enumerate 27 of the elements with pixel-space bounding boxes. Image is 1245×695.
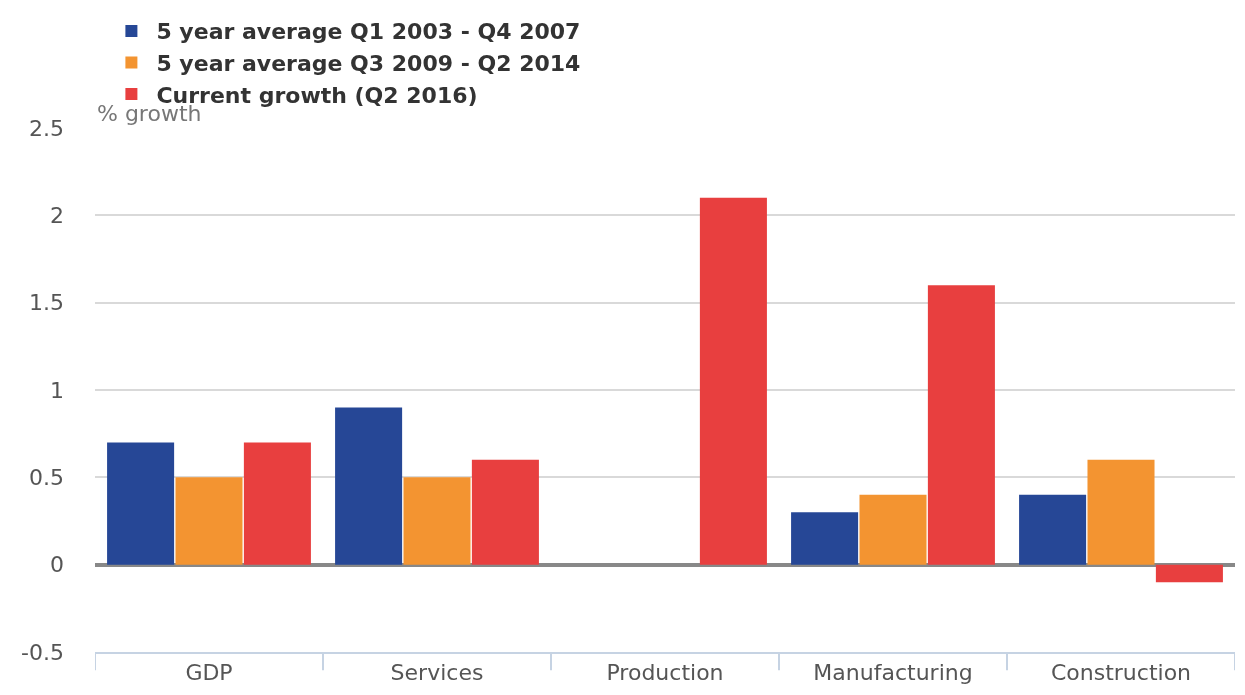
bar xyxy=(1019,494,1087,565)
bar xyxy=(859,494,927,565)
y-tick-label: 1.5 xyxy=(29,290,64,316)
y-tick-label: 1 xyxy=(50,377,64,403)
bar xyxy=(1155,564,1223,583)
bar xyxy=(471,459,539,565)
bar xyxy=(243,442,311,565)
x-tick-label: Services xyxy=(390,660,484,686)
y-tick-label: 2.5 xyxy=(29,115,64,141)
bar xyxy=(791,512,859,565)
legend-label: 5 year average Q1 2003 - Q4 2007 xyxy=(156,19,581,45)
x-tick-label: Construction xyxy=(1050,660,1192,686)
x-tick-label: GDP xyxy=(185,660,233,686)
bar xyxy=(335,407,403,565)
y-tick-label: 0 xyxy=(50,552,64,578)
y-tick-label: 2 xyxy=(50,203,64,229)
y-tick-label: -0.5 xyxy=(21,639,64,665)
bar xyxy=(175,477,243,565)
bar xyxy=(107,442,175,565)
y-tick-label: 0.5 xyxy=(29,465,64,491)
x-tick-label: Production xyxy=(606,660,724,686)
bar xyxy=(1087,459,1155,565)
bar xyxy=(699,197,767,565)
bar xyxy=(403,477,471,565)
legend-label: 5 year average Q3 2009 - Q2 2014 xyxy=(156,51,581,77)
bar xyxy=(927,285,995,565)
x-tick-label: Manufacturing xyxy=(813,660,973,686)
